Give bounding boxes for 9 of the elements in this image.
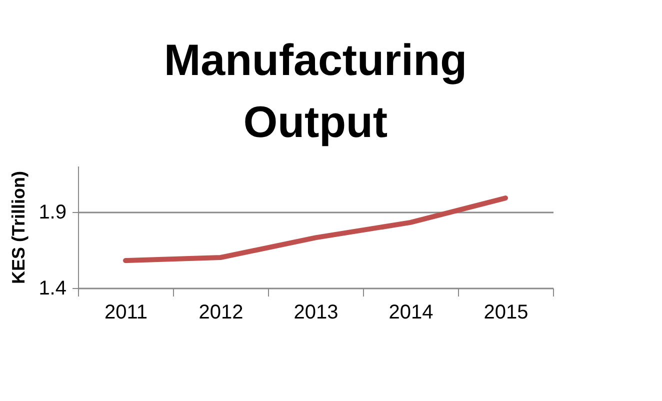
chart-title: Manufacturing Output — [164, 36, 468, 147]
x-tick-label: 2011 — [104, 302, 148, 324]
y-axis-title: KES (Trillion) — [8, 170, 29, 284]
y-tick-label: 1.9 — [38, 201, 66, 224]
x-tick-label: 2015 — [484, 302, 528, 324]
x-tick-label: 2014 — [388, 302, 434, 324]
x-tick-label: 2012 — [198, 302, 244, 324]
y-tick-label: 1.4 — [38, 278, 66, 300]
x-tick-label: 2013 — [294, 302, 338, 324]
